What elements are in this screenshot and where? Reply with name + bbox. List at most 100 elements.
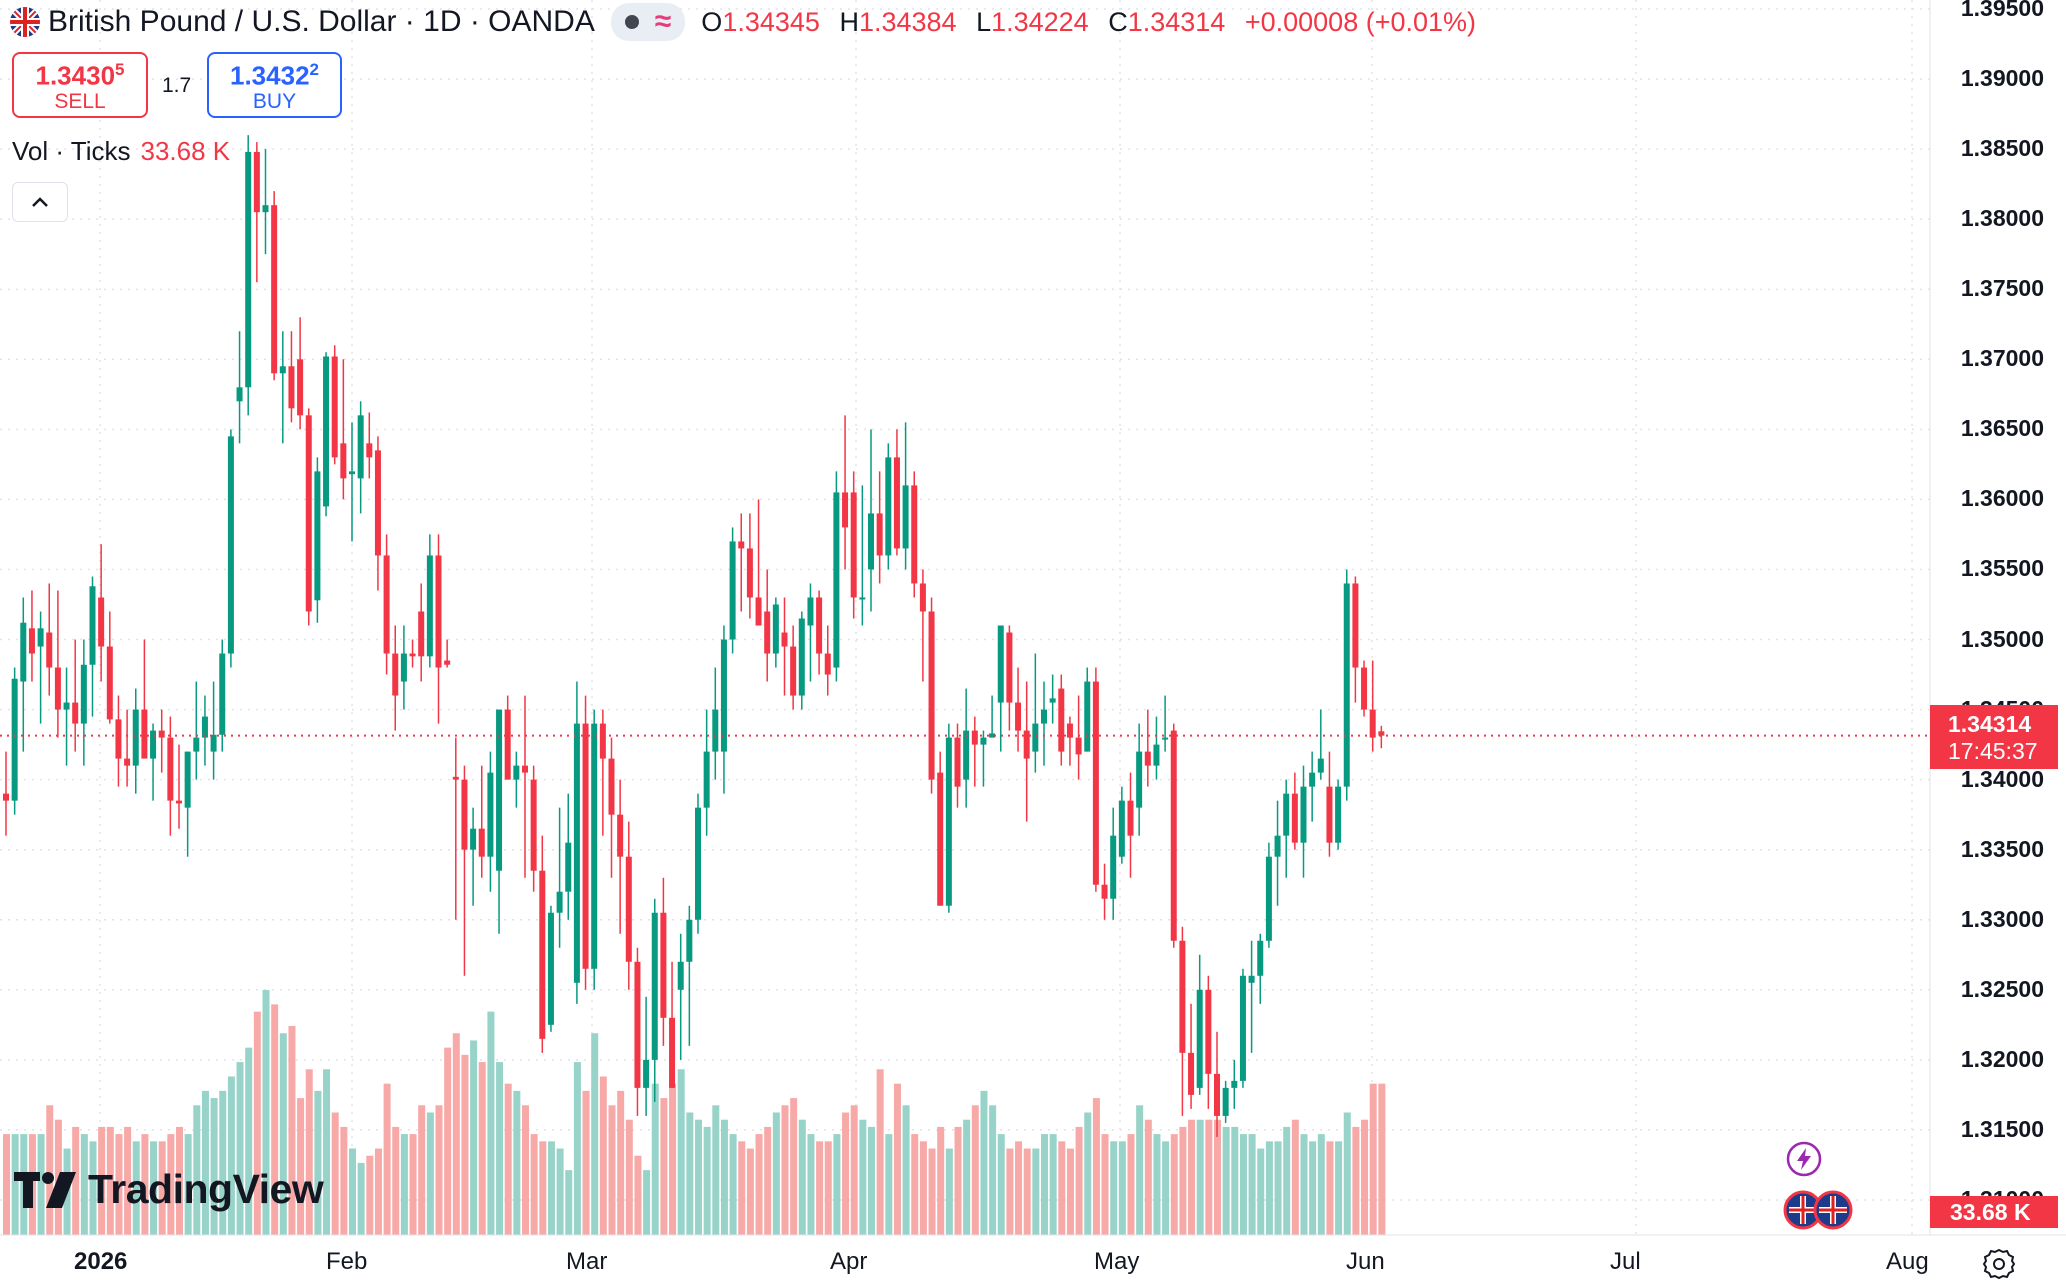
candle-body (1153, 744, 1160, 766)
volume-bar (3, 1134, 10, 1235)
candle-body (1265, 856, 1272, 941)
volume-bar (599, 1076, 607, 1235)
candle-body (46, 632, 53, 668)
volume-bar (989, 1105, 997, 1235)
candle-body (167, 737, 174, 801)
volume-bar (297, 1098, 305, 1235)
volume-bar (790, 1098, 798, 1235)
candle-body (193, 737, 200, 752)
candle-body (219, 653, 226, 735)
volume-bar (617, 1090, 625, 1235)
candle-body (1049, 698, 1056, 703)
tradingview-logo[interactable]: TradingView (14, 1166, 324, 1213)
volume-legend[interactable]: Vol · Ticks 33.68 K (12, 136, 230, 167)
buy-button[interactable]: 1.34322 BUY (207, 52, 342, 118)
candle-body (201, 716, 208, 738)
candle-body (695, 807, 701, 920)
candle-body (236, 387, 243, 402)
volume-bar (46, 1105, 54, 1235)
price-axis-label: 1.32500 (1960, 975, 2044, 1002)
price-axis-label: 1.38500 (1960, 135, 2044, 162)
candle-body (971, 730, 978, 745)
candle-body (1214, 1073, 1220, 1116)
volume-bar (1352, 1126, 1360, 1235)
candle-body (1231, 1080, 1238, 1088)
buy-price: 1.34322 (230, 56, 319, 90)
price-axis-label: 1.33000 (1960, 905, 2044, 932)
volume-bar (1222, 1126, 1230, 1235)
volume-bar (98, 1126, 106, 1235)
volume-bar (323, 1069, 331, 1235)
price-axis-label: 1.33500 (1960, 835, 2044, 862)
volume-bar (842, 1112, 850, 1235)
volume-bar (591, 1033, 599, 1235)
candle-body (928, 611, 935, 780)
candle-body (1257, 940, 1264, 976)
candle-body (37, 628, 44, 647)
volume-bar (565, 1170, 573, 1235)
candle-body (279, 366, 286, 374)
volume-bar (392, 1126, 400, 1235)
candle-body (176, 800, 182, 804)
candle-body (703, 751, 710, 808)
volume-bar (1023, 1148, 1031, 1235)
candle-body (124, 758, 131, 766)
candle-body (885, 457, 892, 556)
symbol-legend[interactable]: British Pound / U.S. Dollar · 1D · OANDA… (10, 2, 1488, 42)
candle-body (1291, 793, 1298, 843)
candle-body (426, 555, 433, 657)
candle-body (1110, 835, 1117, 899)
candle-body (1092, 681, 1099, 885)
candle-body (547, 912, 554, 1025)
volume-bar (738, 1141, 746, 1235)
candle-body (893, 457, 900, 549)
volume-bar (746, 1148, 754, 1235)
volume-bar (1058, 1141, 1066, 1235)
volume-bar (1283, 1126, 1291, 1235)
volume-bar (1265, 1141, 1273, 1235)
candle-body (132, 709, 139, 766)
volume-bar (634, 1155, 642, 1235)
volume-bar (201, 1090, 209, 1235)
volume-bar (556, 1148, 564, 1235)
spread-value: 1.7 (162, 74, 192, 97)
volume-bar (1032, 1148, 1040, 1235)
candle-body (634, 961, 641, 1088)
volume-bar (1015, 1141, 1023, 1235)
candle-body (323, 356, 330, 507)
lightning-icon[interactable] (1785, 1140, 1823, 1178)
candle-body (305, 415, 312, 612)
volume-bar (1196, 1119, 1204, 1235)
volume-bar (729, 1134, 737, 1235)
price-axis-label: 1.35500 (1960, 555, 2044, 582)
volume-bar (686, 1112, 694, 1235)
candle-body (625, 856, 632, 962)
settings-icon[interactable] (1981, 1246, 2017, 1282)
candle-body (357, 415, 364, 479)
volume-bar (1170, 1134, 1178, 1235)
volume-bar (1049, 1134, 1057, 1235)
candle-body (496, 709, 503, 871)
volume-bar (980, 1090, 988, 1235)
candle-body (1118, 800, 1125, 857)
volume-bar (902, 1105, 910, 1235)
candle-body (902, 485, 909, 549)
symbol-title[interactable]: British Pound / U.S. Dollar · 1D · OANDA (48, 5, 595, 38)
market-status-pill[interactable]: ≈ (610, 3, 686, 41)
ohlc-open-value: 1.34345 (722, 6, 820, 37)
candle-body (141, 709, 148, 759)
candle-body (746, 548, 753, 598)
currency-flags-icon[interactable] (1783, 1190, 1863, 1230)
candle-body (89, 586, 96, 665)
volume-bars (3, 990, 1386, 1235)
candle-body (1101, 884, 1108, 899)
volume-bar (426, 1112, 434, 1235)
candle-body (1170, 730, 1177, 941)
sell-label: SELL (54, 89, 106, 113)
volume-bar (193, 1105, 201, 1235)
sell-button[interactable]: 1.34305 SELL (12, 52, 148, 118)
collapse-legend-button[interactable] (12, 182, 68, 222)
volume-bar (374, 1148, 382, 1235)
volume-bar (954, 1126, 962, 1235)
